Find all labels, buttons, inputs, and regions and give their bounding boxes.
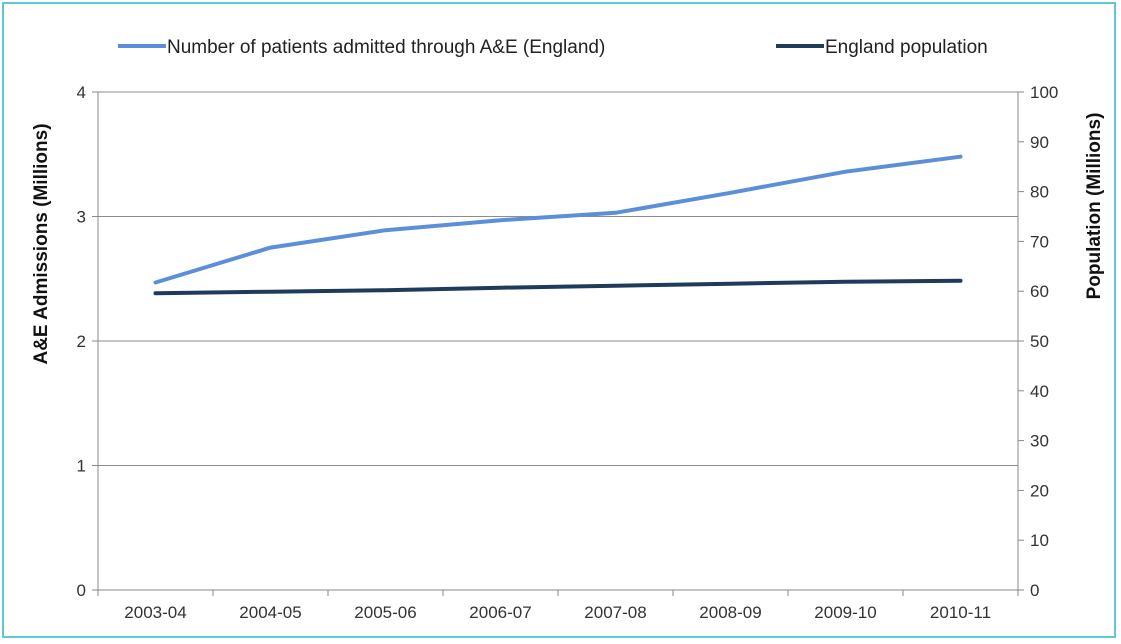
data-point [385,229,386,231]
data-point [845,281,846,283]
data-point [730,283,731,285]
legend: Number of patients admitted through A&E … [118,37,988,58]
y2-tick-label: 80 [1030,183,1049,202]
y2-tick-label: 60 [1030,282,1049,301]
x-tick-label: 2008-09 [699,603,761,622]
y-tick-label: 0 [77,581,86,600]
legend-label-admissions: Number of patients admitted through A&E … [167,37,605,58]
y2-tick-label: 50 [1030,332,1049,351]
data-point [155,281,156,283]
y2-tick-label: 100 [1030,83,1058,102]
data-point [615,285,616,287]
left-axis-ticks: 0 1 2 3 4 [77,83,98,600]
legend-label-population: England population [825,37,988,58]
x-tick-label: 2010-11 [930,603,991,622]
y2-tick-label: 10 [1030,531,1049,550]
data-point [500,287,501,289]
y2-tick-label: 40 [1030,382,1049,401]
data-point [845,171,846,173]
x-tick-label: 2003-04 [124,603,186,622]
data-point [270,291,271,293]
series-layer [153,154,963,296]
y-tick-label: 2 [77,332,86,351]
y2-tick-label: 0 [1030,581,1039,600]
y2-tick-label: 90 [1030,133,1049,152]
data-point [385,289,386,291]
x-axis-ticks: 2003-04 2004-05 2005-06 2006-07 2007-08 2008-… [97,590,1019,622]
data-point [270,247,271,249]
x-tick-label: 2009-10 [814,603,876,622]
y2-axis-title: Population (Millions) [1084,113,1105,300]
gridlines [98,91,1018,466]
series-line-population [153,278,963,296]
y-tick-label: 1 [77,457,86,476]
y-tick-label: 4 [77,83,86,102]
data-point [500,219,501,221]
x-tick-label: 2005-06 [354,603,416,622]
data-point [730,192,731,194]
series-line-admissions [153,154,963,285]
y-axis-title: A&E Admissions (Millions) [31,123,52,364]
data-point [615,212,616,214]
x-tick-label: 2006-07 [469,603,531,622]
y2-tick-label: 30 [1030,432,1049,451]
data-point [155,292,156,294]
x-tick-label: 2004-05 [239,603,301,622]
y2-tick-label: 70 [1030,232,1049,251]
y-tick-label: 3 [77,208,86,227]
y2-tick-label: 20 [1030,481,1049,500]
data-point [960,280,961,282]
data-point [960,156,961,158]
x-tick-label: 2007-08 [584,603,646,622]
right-axis-ticks: 0 10 20 30 40 50 60 70 80 90 100 [1018,83,1058,600]
